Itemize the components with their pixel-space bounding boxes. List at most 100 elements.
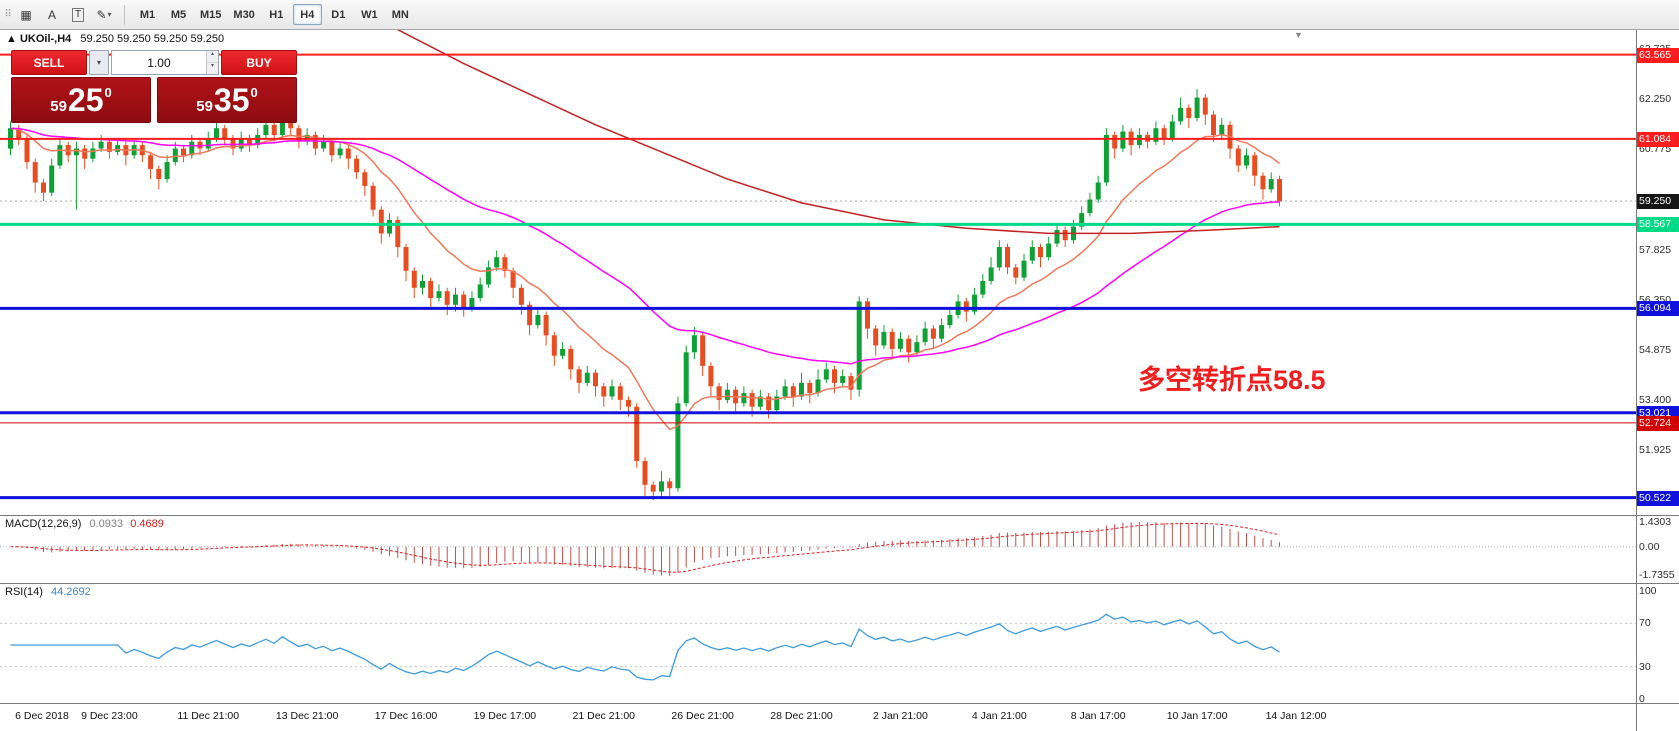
buy-price-point: 0 [250,84,258,100]
time-axis-label: 19 Dec 17:00 [473,710,537,722]
text-box-icon[interactable]: T [66,4,90,26]
symbol-title: UKOil-,H4 [19,33,72,45]
price-axis-tick: 51.925 [1639,443,1672,456]
macd-histogram [18,522,1280,576]
price-axis-tick: 53.400 [1639,393,1672,406]
time-axis-label: 13 Dec 21:00 [275,710,339,722]
price-axis-badge: 58.567 [1636,217,1679,233]
price-axis-badge: 59.250 [1636,194,1679,210]
time-axis-label: 6 Dec 2018 [15,710,69,722]
time-axis-label: 2 Jan 21:00 [872,710,928,722]
price-axis-badge: 52.724 [1636,415,1679,431]
ema-fast-line [10,127,1280,431]
panel-separator[interactable] [0,583,1679,584]
macd-axis-max: 1.4303 [1639,516,1672,528]
macd-label: MACD(12,26,9) 0.0933 0.4689 [5,518,164,530]
drawing-tool-icon[interactable]: ✎ ▾ [92,4,116,26]
price-axis-badge: 50.522 [1636,490,1679,506]
volume-increase-icon[interactable]: ▴ [206,51,218,63]
volume-spinner: ▴ ▾ [205,51,218,74]
timeframe-h1[interactable]: H1 [262,4,291,25]
rsi-axis-tick: 0 [1639,693,1645,705]
sell-price-point: 0 [104,84,112,100]
macd-signal-line [10,522,1280,573]
one-click-trading-panel: SELL ▾ ▴ ▾ BUY 59 25 0 59 [11,50,297,123]
chart-shift-marker-icon[interactable]: ▼ [1294,30,1303,40]
timeframe-h4[interactable]: H4 [292,4,322,25]
rsi-panel[interactable]: RSI(14) 44.2692 [0,583,1636,703]
buy-price-main: 59 [196,97,213,115]
chart-header: ▲ UKOil-,H4 59.250 59.250 59.250 59.250 [6,33,224,45]
toolbar-drag-handle[interactable]: ⠿ [4,8,12,20]
rsi-axis[interactable]: 100 70 30 0 [1636,583,1679,705]
text-box-glyph: T [71,7,85,22]
price-axis-tick: 62.250 [1639,93,1672,106]
toolbar-separator [124,4,125,25]
timeframe-w1[interactable]: W1 [355,4,384,25]
volume-decrease-icon[interactable]: ▾ [206,63,218,74]
rsi-name: RSI(14) [5,586,43,598]
top-toolbar: ⠿ ▦ A T ✎ ▾ M1 M5 M15 M30 H1 H4 D1 W1 MN [0,0,1679,30]
sell-price-display[interactable]: 59 25 0 [11,77,151,123]
panel-separator[interactable] [0,515,1679,516]
volume-dropdown-button[interactable]: ▾ [89,50,109,75]
pencil-icon: ✎ [96,7,107,22]
macd-axis[interactable]: 1.4303 0.00 -1.7355 [1636,515,1679,583]
trade-prices-row: 59 25 0 59 35 0 [11,77,297,123]
sell-price-pips: 25 [67,82,104,118]
price-axis[interactable]: 63.72562.25060.77559.30057.82556.35054.8… [1636,30,1679,515]
timeframe-mn[interactable]: MN [386,4,415,25]
price-axis-badge: 61.084 [1636,131,1679,147]
sell-price-main: 59 [50,97,67,115]
time-axis-label: 8 Jan 17:00 [1070,710,1126,722]
time-axis-label: 28 Dec 21:00 [770,710,833,722]
ma-long-line [397,30,1280,235]
macd-axis-min: -1.7355 [1639,569,1675,581]
macd-signal-value: 0.4689 [130,518,164,530]
price-chart-panel[interactable]: ▲ UKOil-,H4 59.250 59.250 59.250 59.250 … [0,30,1636,515]
price-axis-badge: 63.565 [1636,47,1679,63]
time-axis-label: 21 Dec 21:00 [572,710,635,722]
pattern-stamp-icon[interactable]: ▦ [14,4,38,26]
rsi-axis-tick: 30 [1639,660,1651,673]
chevron-down-icon: ▾ [107,10,112,19]
buy-price-display[interactable]: 59 35 0 [157,77,297,123]
text-label-icon[interactable]: A [40,4,64,26]
time-axis-label: 14 Jan 12:00 [1265,710,1327,722]
volume-input[interactable] [112,51,206,74]
macd-name: MACD(12,26,9) [5,518,82,530]
trade-controls-row: SELL ▾ ▴ ▾ BUY [11,50,297,75]
timeframe-m5[interactable]: M5 [164,4,193,25]
rsi-label: RSI(14) 44.2692 [5,586,91,598]
candlestick-series [8,89,1282,501]
candlestick-chart [0,30,1636,501]
time-axis-label: 26 Dec 21:00 [671,710,734,722]
macd-chart [0,522,1636,576]
macd-main-value: 0.0933 [89,518,124,530]
price-axis-tick: 57.825 [1639,243,1672,256]
sell-button[interactable]: SELL [11,50,87,75]
ohlc-readout: 59.250 59.250 59.250 59.250 [80,33,225,45]
rsi-line [10,613,1280,681]
buy-price-pips: 35 [213,82,250,118]
price-axis-badge: 56.094 [1636,301,1679,317]
buy-button[interactable]: BUY [221,50,297,75]
volume-stepper[interactable]: ▴ ▾ [111,50,219,75]
rsi-axis-tick: 70 [1639,617,1651,630]
rsi-axis-tick: 100 [1639,585,1657,597]
rsi-chart [0,613,1636,681]
timeframe-m1[interactable]: M1 [133,4,162,25]
time-axis-label: 10 Jan 17:00 [1166,710,1228,722]
panel-separator[interactable] [0,703,1679,704]
timeframe-m15[interactable]: M15 [195,4,226,25]
time-axis[interactable]: 6 Dec 2018 9 Dec 23:00 11 Dec 21:00 13 Dec … [0,703,1679,731]
time-axis-label: 11 Dec 21:00 [177,710,240,722]
price-axis-tick: 54.875 [1639,343,1672,356]
timeframe-m30[interactable]: M30 [228,4,259,25]
timeframe-d1[interactable]: D1 [324,4,353,25]
symbol-icon: ▲ [6,33,17,45]
macd-axis-zero: 0.00 [1639,540,1660,553]
rsi-value: 44.2692 [50,586,91,598]
macd-panel[interactable]: MACD(12,26,9) 0.0933 0.4689 [0,515,1636,583]
